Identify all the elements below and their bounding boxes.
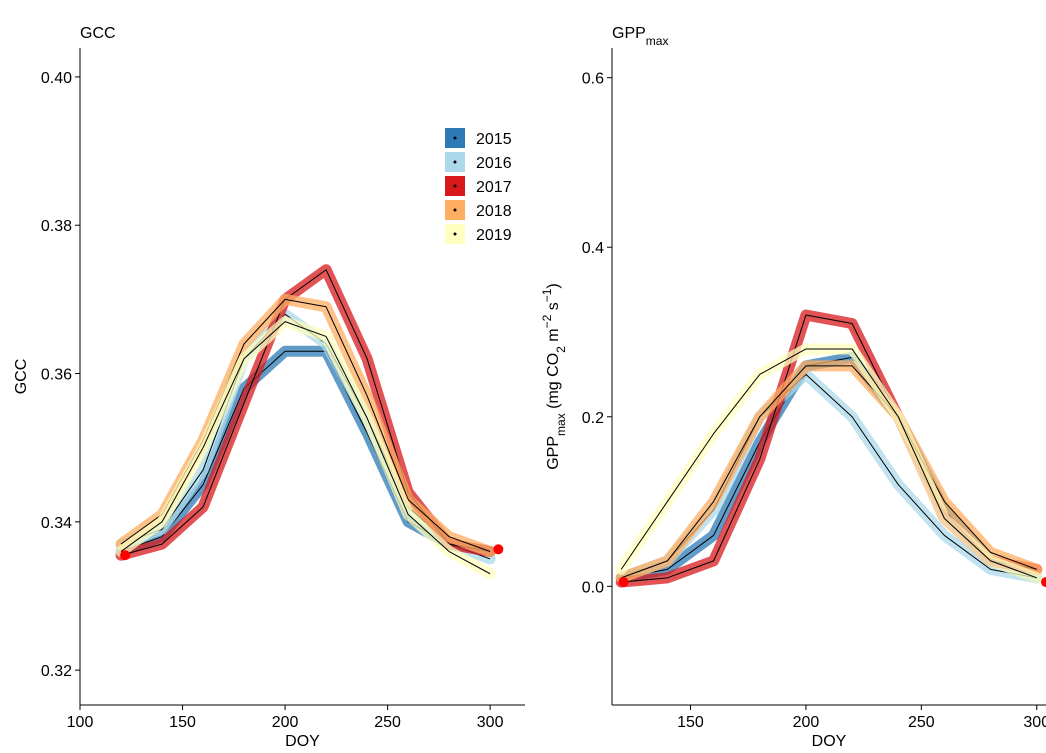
x-axis-label: DOY: [285, 733, 320, 750]
y-axis-label-part: (mg CO: [545, 353, 562, 413]
y-axis-label-part: s: [545, 302, 562, 314]
legend-label: 2015: [476, 131, 512, 148]
legend-symbol: [453, 208, 457, 212]
legend-symbol: [453, 136, 457, 140]
x-tick-label: 200: [272, 714, 299, 731]
y-tick-label: 0.2: [582, 410, 604, 427]
y-axis-label-part: GCC: [13, 359, 30, 395]
legend-label: 2019: [476, 227, 512, 244]
chart-title-part: GPP: [612, 25, 646, 42]
y-tick-label: 0.40: [41, 70, 72, 87]
legend-symbol: [453, 160, 457, 164]
series-line: [120, 321, 491, 575]
y-axis-label-part: −1: [540, 288, 554, 302]
y-tick-label: 0.32: [41, 663, 72, 680]
chart-title-part: GCC: [80, 25, 116, 42]
legend-label: 2016: [476, 155, 512, 172]
endpoint-marker: [493, 544, 504, 555]
y-axis-label: GPPmax (mg CO2 m−2 s−1): [540, 283, 568, 470]
legend-symbol: [453, 232, 457, 236]
chart-title: GPPmax: [612, 25, 668, 48]
y-tick-label: 0.0: [582, 579, 604, 596]
legend-label: 2018: [476, 203, 512, 220]
y-axis-label-part: ): [545, 283, 562, 288]
y-axis-label: GCC: [13, 359, 30, 395]
chart-title: GCC: [80, 25, 116, 42]
y-axis-label-part: m: [545, 328, 562, 346]
y-axis-label-part: 2: [554, 346, 568, 353]
x-tick-label: 250: [374, 714, 401, 731]
y-tick-label: 0.38: [41, 218, 72, 235]
x-axis-label: DOY: [812, 733, 847, 750]
y-tick-label: 0.36: [41, 367, 72, 384]
x-tick-label: 300: [1023, 714, 1046, 731]
endpoint-marker: [120, 550, 131, 561]
y-tick-label: 0.6: [582, 71, 604, 88]
x-tick-label: 250: [908, 714, 935, 731]
legend-label: 2017: [476, 179, 512, 196]
x-tick-label: 300: [477, 714, 504, 731]
y-tick-label: 0.4: [582, 240, 604, 257]
x-tick-label: 200: [793, 714, 820, 731]
series-line: [620, 348, 1037, 579]
endpoint-marker: [1041, 577, 1046, 588]
y-tick-label: 0.34: [41, 515, 72, 532]
x-tick-label: 150: [677, 714, 704, 731]
endpoint-marker: [618, 577, 629, 588]
y-axis-label-part: −2: [540, 314, 554, 328]
x-tick-label: 100: [67, 714, 94, 731]
x-tick-label: 150: [169, 714, 196, 731]
y-axis-label-part: GPP: [545, 436, 562, 470]
chart-title-part: max: [646, 34, 669, 48]
legend-symbol: [453, 184, 457, 188]
series-line: [621, 365, 1037, 579]
y-axis-label-part: max: [554, 413, 568, 436]
